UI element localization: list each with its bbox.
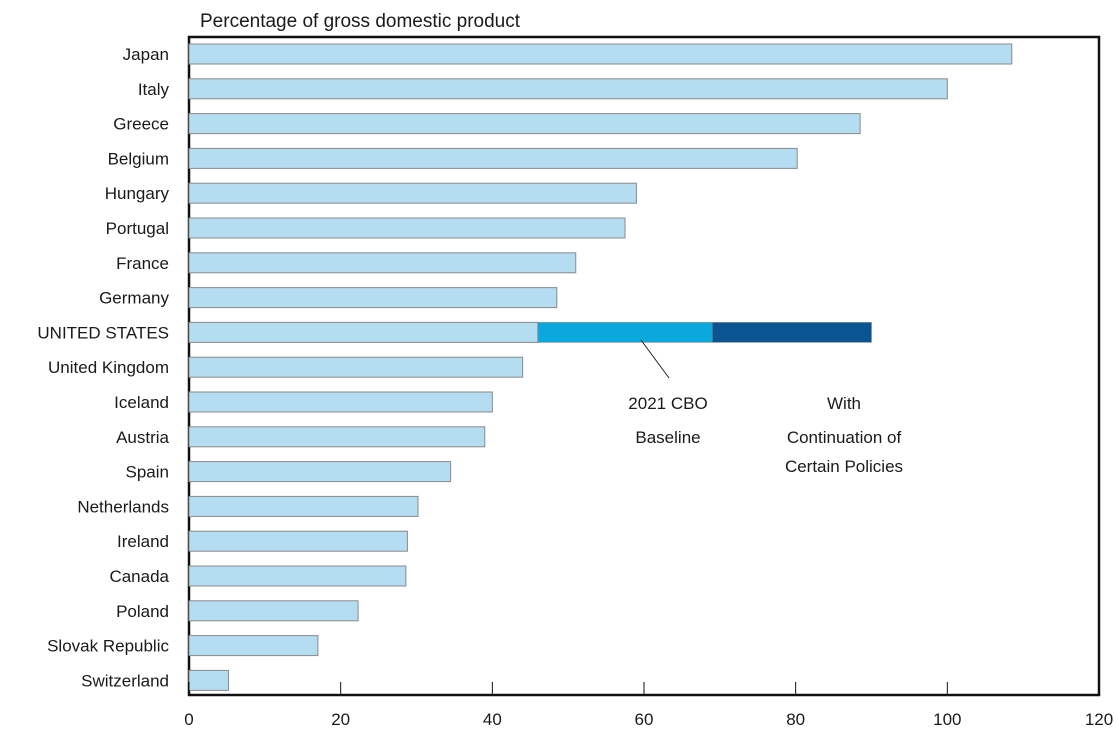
annotation-continuation-line2: Continuation of [787,428,902,447]
category-label-belgium: Belgium [108,149,169,168]
category-label-japan: Japan [123,45,169,64]
bar-austria [188,426,486,448]
x-tick-label-100: 100 [933,710,961,729]
bar-spain [188,461,452,483]
annotations: 2021 CBO Baseline With Continuation of C… [628,339,903,476]
x-tick-label-80: 80 [786,710,805,729]
bar-iceland [188,391,493,413]
category-label-germany: Germany [99,289,169,308]
bar-germany [188,287,558,309]
category-label-canada: Canada [109,567,169,586]
bar-france [188,252,577,274]
category-label-switzerland: Switzerland [81,671,169,690]
category-label-spain: Spain [126,463,169,482]
bar-netherlands [188,495,419,517]
category-label-united-kingdom: United Kingdom [48,358,169,377]
x-tick-label-60: 60 [635,710,654,729]
category-label-italy: Italy [138,80,170,99]
bar-greece [188,113,861,135]
annotation-baseline-line2: Baseline [635,428,700,447]
annotation-continuation-line3: Certain Policies [785,457,903,476]
category-label-hungary: Hungary [105,184,170,203]
chart-title: Percentage of gross domestic product [200,11,521,32]
x-tick-label-120: 120 [1085,710,1113,729]
bars-group [188,43,1013,691]
bar-united-states-2021-cbo-baseline [537,322,713,343]
category-label-poland: Poland [116,602,169,621]
bar-united-kingdom [188,356,524,378]
bar-belgium [188,147,798,169]
bar-poland [188,600,359,622]
category-label-greece: Greece [113,115,169,134]
category-label-ireland: Ireland [117,532,169,551]
bar-switzerland [188,669,229,691]
bar-united-states [188,321,539,343]
annotation-baseline-line1: 2021 CBO [628,394,707,413]
baseline-leader-line [640,339,670,379]
category-labels: Japan Italy Greece Belgium Hungary Portugal Fr… [37,45,169,690]
bar-slovak-republic [188,635,319,657]
bar-portugal [188,217,626,239]
bar-italy [188,78,948,100]
annotation-continuation-line1: With [827,394,861,413]
category-label-austria: Austria [116,428,169,447]
category-label-iceland: Iceland [114,393,169,412]
bar-ireland [188,530,408,552]
category-label-united-states: UNITED STATES [37,323,169,342]
x-tick-label-0: 0 [184,710,193,729]
category-label-netherlands: Netherlands [77,497,169,516]
bar-hungary [188,182,637,204]
category-label-portugal: Portugal [106,219,169,238]
bar-japan [188,43,1013,65]
x-axis-ticks: 0 20 40 60 80 100 120 [184,682,1113,729]
category-label-slovak-republic: Slovak Republic [47,637,169,656]
x-tick-label-40: 40 [483,710,502,729]
x-tick-label-20: 20 [331,710,350,729]
bar-canada [188,565,407,587]
bar-united-states-with-continuation-of-certain-policies [711,322,872,343]
category-label-france: France [116,254,169,273]
